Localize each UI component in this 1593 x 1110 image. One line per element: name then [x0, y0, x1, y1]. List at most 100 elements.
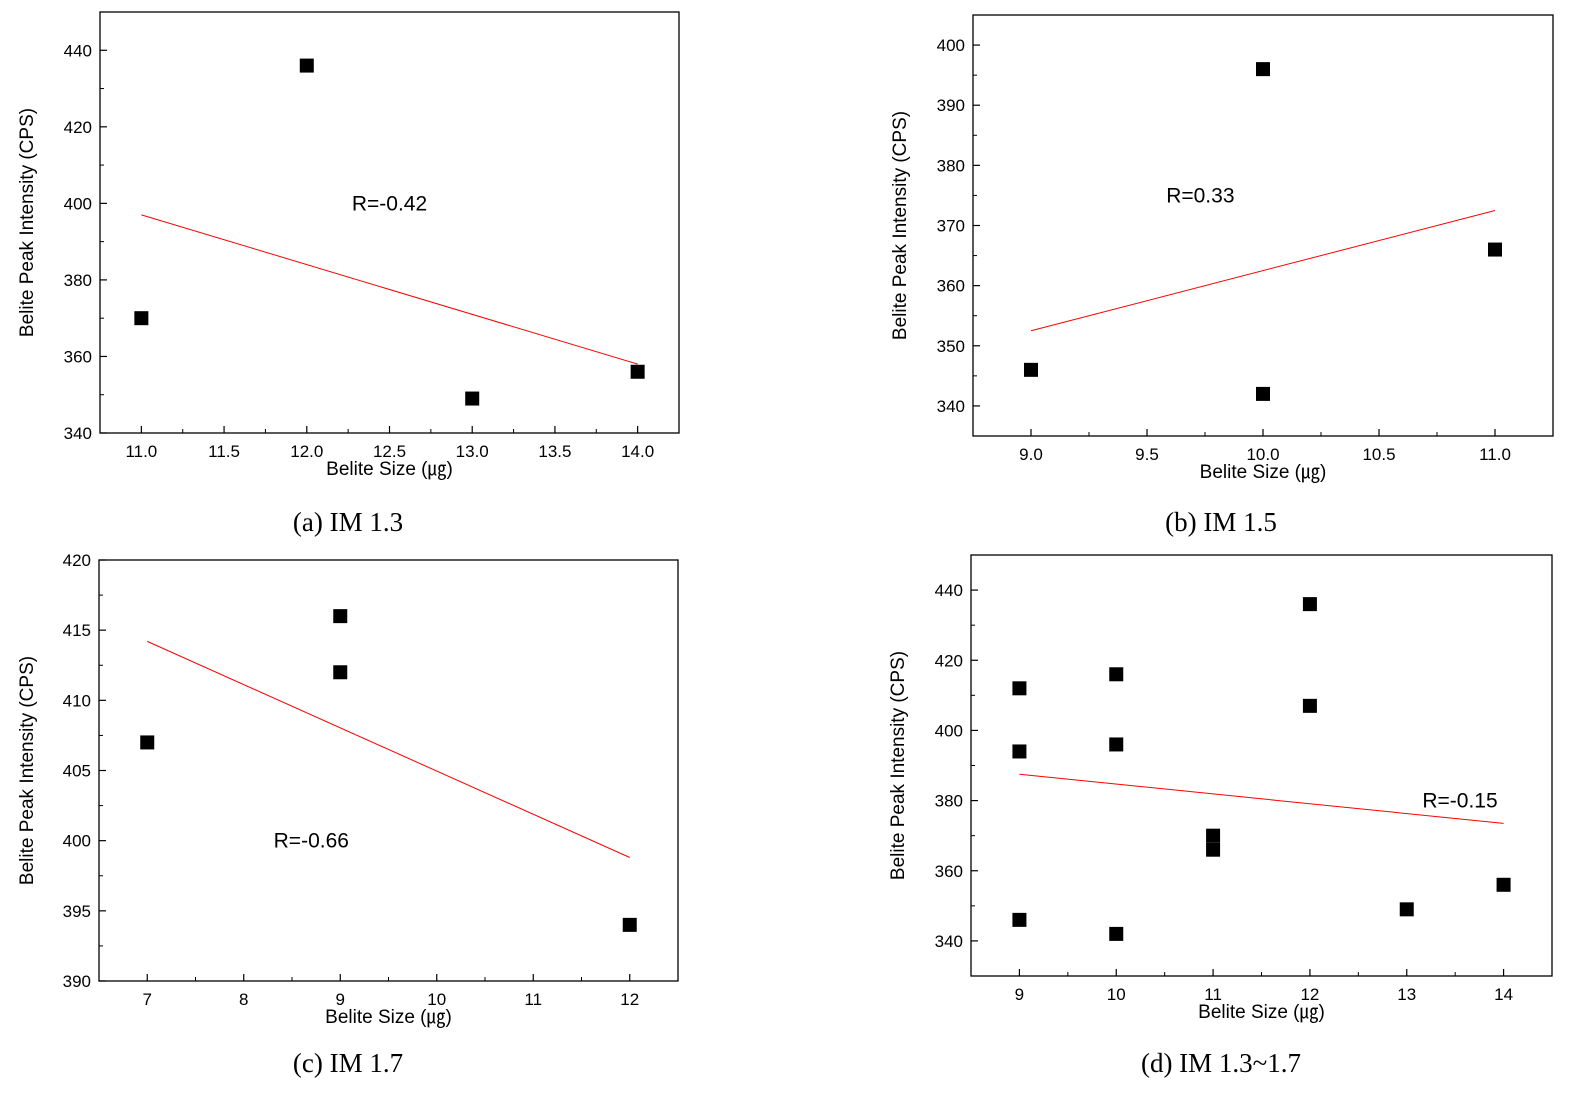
data-point — [134, 311, 149, 326]
data-point — [1256, 62, 1270, 77]
x-tick-label: 9.5 — [1135, 445, 1159, 464]
x-tick-label: 11.5 — [208, 442, 240, 461]
y-tick-label: 360 — [935, 862, 963, 881]
correlation-label: R=-0.42 — [352, 192, 427, 215]
panel-caption: (b) IM 1.5 — [1165, 507, 1277, 537]
x-tick-label: 11.0 — [125, 442, 157, 461]
x-axis-title: Belite Size (㎍) — [325, 1007, 452, 1028]
data-point — [1109, 737, 1124, 752]
data-point — [1012, 681, 1027, 696]
data-point — [1496, 877, 1511, 892]
y-tick-label: 360 — [937, 277, 965, 296]
y-tick-label: 440 — [935, 581, 963, 600]
y-axis-title: Belite Peak Intensity (CPS) — [17, 656, 38, 885]
x-axis-title: Belite Size (㎍) — [326, 459, 453, 480]
data-point — [630, 364, 645, 379]
data-point — [1206, 828, 1221, 843]
y-axis-title: Belite Peak Intensity (CPS) — [888, 651, 909, 880]
x-tick-label: 7 — [143, 990, 152, 1009]
data-point — [1012, 912, 1027, 927]
y-tick-label: 420 — [64, 118, 92, 137]
x-tick-label: 13.0 — [456, 442, 489, 461]
panel-caption: (d) IM 1.3~1.7 — [1141, 1048, 1301, 1078]
y-tick-label: 380 — [935, 792, 963, 811]
y-tick-label: 350 — [937, 337, 965, 356]
x-tick-label: 11 — [524, 990, 542, 1009]
y-tick-label: 390 — [937, 96, 965, 115]
y-tick-label: 420 — [63, 551, 91, 570]
panel-a: 11.0 11.5 12.0 12.5 13.0 13.5 14.0 340 360 380 400… — [17, 11, 680, 537]
fit-line — [147, 640, 630, 858]
y-tick-label: 395 — [63, 902, 91, 921]
data-point — [465, 391, 480, 406]
panel-d: 9 10 11 12 13 14 340 360 380 400 420 440 Belite Size… — [888, 554, 1553, 1078]
x-tick-label: 8 — [239, 990, 248, 1009]
y-tick-label: 340 — [937, 397, 965, 416]
x-tick-label: 11.0 — [1479, 445, 1511, 464]
y-tick-label: 415 — [63, 621, 91, 640]
x-tick-label: 10.0 — [1246, 445, 1279, 464]
x-tick-label: 12.5 — [373, 442, 406, 461]
y-tick-label: 440 — [64, 41, 92, 60]
x-tick-label: 11 — [1204, 985, 1222, 1004]
y-tick-label: 405 — [63, 762, 91, 781]
y-tick-label: 400 — [935, 721, 963, 740]
x-tick-label: 12 — [620, 990, 639, 1009]
x-tick-label: 9 — [336, 990, 345, 1009]
data-point — [1488, 242, 1502, 257]
plot-frame — [970, 554, 1553, 977]
plot-frame — [99, 11, 680, 434]
y-tick-label: 420 — [935, 651, 963, 670]
correlation-label: R=0.33 — [1166, 184, 1234, 207]
fit-line — [1030, 209, 1496, 332]
x-tick-label: 10.5 — [1362, 445, 1395, 464]
data-point — [1302, 698, 1317, 713]
x-tick-label: 10 — [1107, 985, 1126, 1004]
data-point — [1256, 386, 1270, 401]
data-point — [1399, 902, 1414, 917]
x-tick-label: 10 — [427, 990, 446, 1009]
y-tick-label: 380 — [64, 271, 92, 290]
data-point — [1024, 362, 1038, 377]
x-tick-label: 14 — [1494, 985, 1513, 1004]
plot-frame — [98, 559, 679, 982]
data-point — [299, 58, 314, 73]
panel-b: 9.0 9.5 10.0 10.5 11.0 340 350 360 370 380 390 400 B… — [890, 14, 1554, 537]
x-tick-label: 14.0 — [621, 442, 654, 461]
data-point — [1109, 667, 1124, 682]
y-tick-label: 370 — [937, 217, 965, 236]
y-tick-label: 410 — [63, 691, 91, 710]
x-tick-label: 12 — [1300, 985, 1319, 1004]
y-axis-title: Belite Peak Intensity (CPS) — [890, 111, 911, 340]
y-tick-label: 360 — [64, 347, 92, 366]
data-point — [1302, 597, 1317, 612]
x-tick-label: 12.0 — [290, 442, 323, 461]
y-tick-label: 400 — [937, 36, 965, 55]
data-point — [622, 917, 637, 932]
data-point — [333, 665, 348, 680]
x-axis-title: Belite Size (㎍) — [1200, 462, 1327, 483]
x-tick-label: 13 — [1397, 985, 1416, 1004]
y-tick-label: 380 — [937, 156, 965, 175]
data-point — [333, 609, 348, 624]
panel-caption: (c) IM 1.7 — [293, 1048, 403, 1078]
fit-line — [1019, 773, 1504, 824]
x-tick-label: 9.0 — [1019, 445, 1043, 464]
y-tick-label: 400 — [64, 194, 92, 213]
data-point — [140, 735, 155, 750]
panel-c: 7 8 9 10 11 12 390 395 400 405 410 415 420 Belite Siz… — [17, 551, 679, 1078]
data-point — [1206, 842, 1221, 857]
correlation-label: R=-0.66 — [274, 830, 349, 853]
y-tick-label: 340 — [64, 424, 92, 443]
y-axis-title: Belite Peak Intensity (CPS) — [17, 108, 38, 337]
panel-caption: (a) IM 1.3 — [293, 507, 403, 537]
data-point — [1109, 926, 1124, 941]
correlation-label: R=-0.15 — [1422, 790, 1497, 813]
data-point — [1012, 744, 1027, 759]
x-axis-title: Belite Size (㎍) — [1198, 1002, 1325, 1023]
x-tick-label: 9 — [1015, 985, 1024, 1004]
fit-line — [141, 214, 638, 365]
plot-frame — [972, 14, 1554, 437]
x-tick-label: 13.5 — [538, 442, 571, 461]
